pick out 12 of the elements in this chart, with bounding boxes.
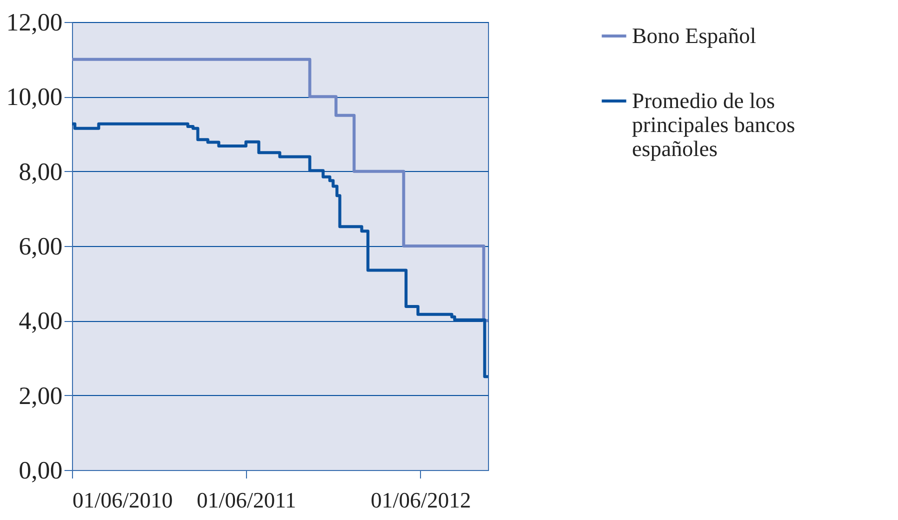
y-tick-label: 0,00 — [18, 458, 62, 484]
y-tick-label: 12,00 — [6, 10, 62, 36]
y-tick-label: 4,00 — [18, 308, 62, 336]
y-tick-label: 2,00 — [18, 382, 62, 410]
legend-label: Promedio de los principales bancos españoles — [632, 88, 796, 161]
y-tick-label: 10,00 — [6, 84, 62, 112]
x-tick-label: 01/06/2011 — [196, 488, 296, 512]
y-tick-label: 8,00 — [18, 158, 62, 186]
x-tick-label: 01/06/2010 — [72, 488, 173, 512]
x-tick-label: 01/06/2012 — [370, 488, 471, 512]
y-tick-label: 6,00 — [18, 234, 62, 260]
legend-label: Bono Español — [632, 23, 756, 48]
